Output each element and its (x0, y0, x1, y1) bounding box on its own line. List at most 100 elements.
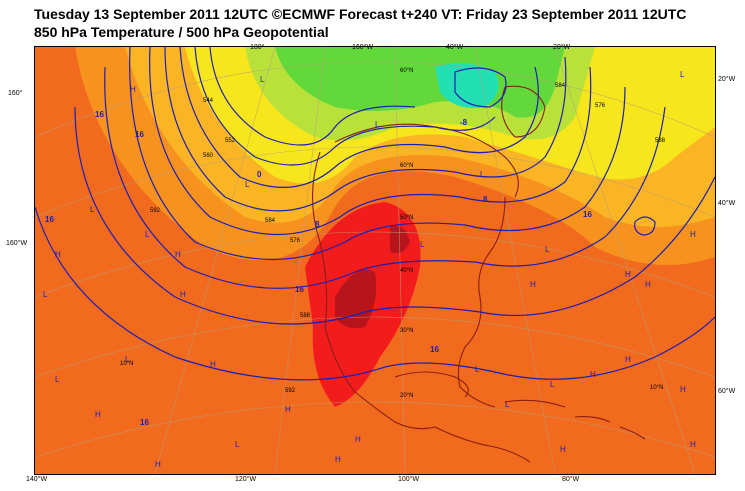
high-pressure-symbol: H (130, 85, 136, 94)
low-pressure-symbol: L (480, 170, 485, 179)
lat-label: 50°N (400, 215, 413, 221)
isotherm-label: 16 (45, 215, 54, 224)
isotherm-label-layer: 16 16 16 16 16 16 0 8 -8 8 16 (45, 110, 592, 427)
weather-map: 544 552 560 584 576 592 588 592 584 576 … (34, 46, 716, 475)
contour-label: 588 (655, 138, 666, 144)
high-pressure-symbol: H (95, 410, 101, 419)
lat-label-layer: 60°N 60°N 50°N 40°N 30°N 20°N 10°N 10°N (120, 68, 663, 399)
high-pressure-symbol: H (180, 290, 186, 299)
high-pressure-symbol: H (355, 435, 361, 444)
lat-label: 30°N (400, 328, 413, 334)
top-label: 160°W (352, 44, 374, 51)
contour-536 (209, 47, 416, 146)
bottom-label: 100°W (398, 476, 420, 483)
low-pressure-symbol: L (43, 290, 48, 299)
high-pressure-symbol: H (680, 385, 686, 394)
contour-label: 544 (203, 98, 214, 104)
contour-label: 560 (203, 153, 214, 159)
coastlines (311, 85, 646, 463)
isotherm-label: 16 (95, 110, 104, 119)
lat-label: 60°N (400, 68, 413, 74)
contour-label-layer: 544 552 560 584 576 592 588 592 584 576 … (150, 83, 666, 394)
lat-label: 60°N (400, 163, 413, 169)
isotherm-label: 16 (430, 345, 439, 354)
pressure-symbol-layer: HHHHHHHHHHHHHHHHHHHHLLLLLLLLLLLLLLLL (43, 70, 696, 469)
low-pressure-symbol: L (125, 355, 130, 364)
low-center-atlantic (634, 216, 656, 236)
caribbean-islands (504, 399, 646, 440)
bottom-label: 140°W (26, 476, 48, 483)
contour-568 (149, 47, 592, 236)
high-pressure-symbol: H (285, 405, 291, 414)
contour-552 (179, 47, 539, 188)
contour-588 (74, 106, 715, 325)
low-pressure-symbol: L (505, 400, 510, 409)
lat-label: 10°N (120, 361, 133, 367)
contour-576 (129, 47, 626, 260)
top-label: 180° (250, 44, 265, 51)
isotherm-label: 16 (135, 130, 144, 139)
isotherm-label: -8 (460, 118, 468, 127)
high-pressure-symbol: H (175, 250, 181, 259)
lat-label: 20°N (400, 393, 413, 399)
high-pressure-symbol: H (625, 270, 631, 279)
hot-core (335, 269, 377, 329)
high-pressure-symbol: H (625, 355, 631, 364)
high-pressure-symbol: H (645, 280, 651, 289)
isotherm-label: 16 (140, 418, 149, 427)
cyan-field (435, 63, 499, 108)
lat-label: 40°N (400, 268, 413, 274)
graticule (35, 47, 715, 474)
contour-592 (35, 206, 715, 381)
low-pressure-symbol: L (245, 180, 250, 189)
contour-label: 592 (285, 388, 296, 394)
high-pressure-symbol: H (530, 280, 536, 289)
contour-label: 584 (555, 83, 566, 89)
low-pressure-symbol: L (550, 380, 555, 389)
top-label: 20°W (553, 44, 571, 51)
chart-title: Tuesday 13 September 2011 12UTC ©ECMWF F… (34, 6, 687, 22)
low-pressure-symbol: L (420, 240, 425, 249)
gulf-coast (394, 371, 469, 398)
right-label: 40°W (718, 200, 736, 207)
high-pressure-symbol: H (690, 440, 696, 449)
low-pressure-symbol: L (545, 245, 550, 254)
high-pressure-symbol: H (335, 455, 341, 464)
greenland (501, 85, 546, 138)
north-america-east-coast (457, 196, 506, 408)
contour-label: 552 (225, 138, 236, 144)
isotherm-label: 0 (257, 170, 262, 179)
top-label: 40°W (446, 44, 464, 51)
contour-label: 576 (595, 103, 606, 109)
isotherm-label: 16 (583, 210, 592, 219)
low-pressure-symbol: L (375, 120, 380, 129)
right-label: 20°W (718, 76, 736, 83)
map-canvas: 544 552 560 584 576 592 588 592 584 576 … (35, 47, 715, 474)
contour-584 (104, 66, 666, 289)
high-pressure-symbol: H (155, 460, 161, 469)
left-label: 160° (8, 90, 23, 97)
high-pressure-symbol: H (590, 370, 596, 379)
geopotential-contours (35, 47, 715, 381)
high-pressure-symbol: H (210, 360, 216, 369)
isotherm-label: 8 (483, 195, 488, 204)
bottom-label: 80°W (562, 476, 580, 483)
contour-544 (194, 47, 496, 166)
bottom-label: 120°W (235, 476, 257, 483)
contour-label: 584 (265, 218, 276, 224)
contour-label: 592 (150, 208, 161, 214)
low-center-east (454, 67, 507, 108)
left-label: 160°W (6, 240, 28, 247)
contour-560 (164, 47, 567, 212)
north-america-west-coast (311, 151, 436, 430)
low-pressure-symbol: L (475, 365, 480, 374)
high-pressure-symbol: H (690, 230, 696, 239)
lat-label: 10°N (650, 385, 663, 391)
hot-core-2 (390, 226, 410, 254)
low-pressure-symbol: L (235, 440, 240, 449)
low-pressure-symbol: L (145, 230, 150, 239)
low-pressure-symbol: L (55, 375, 60, 384)
chart-subtitle: 850 hPa Temperature / 500 hPa Geopotenti… (34, 24, 329, 40)
low-pressure-symbol: L (90, 205, 95, 214)
isotherm-label: 16 (295, 285, 304, 294)
